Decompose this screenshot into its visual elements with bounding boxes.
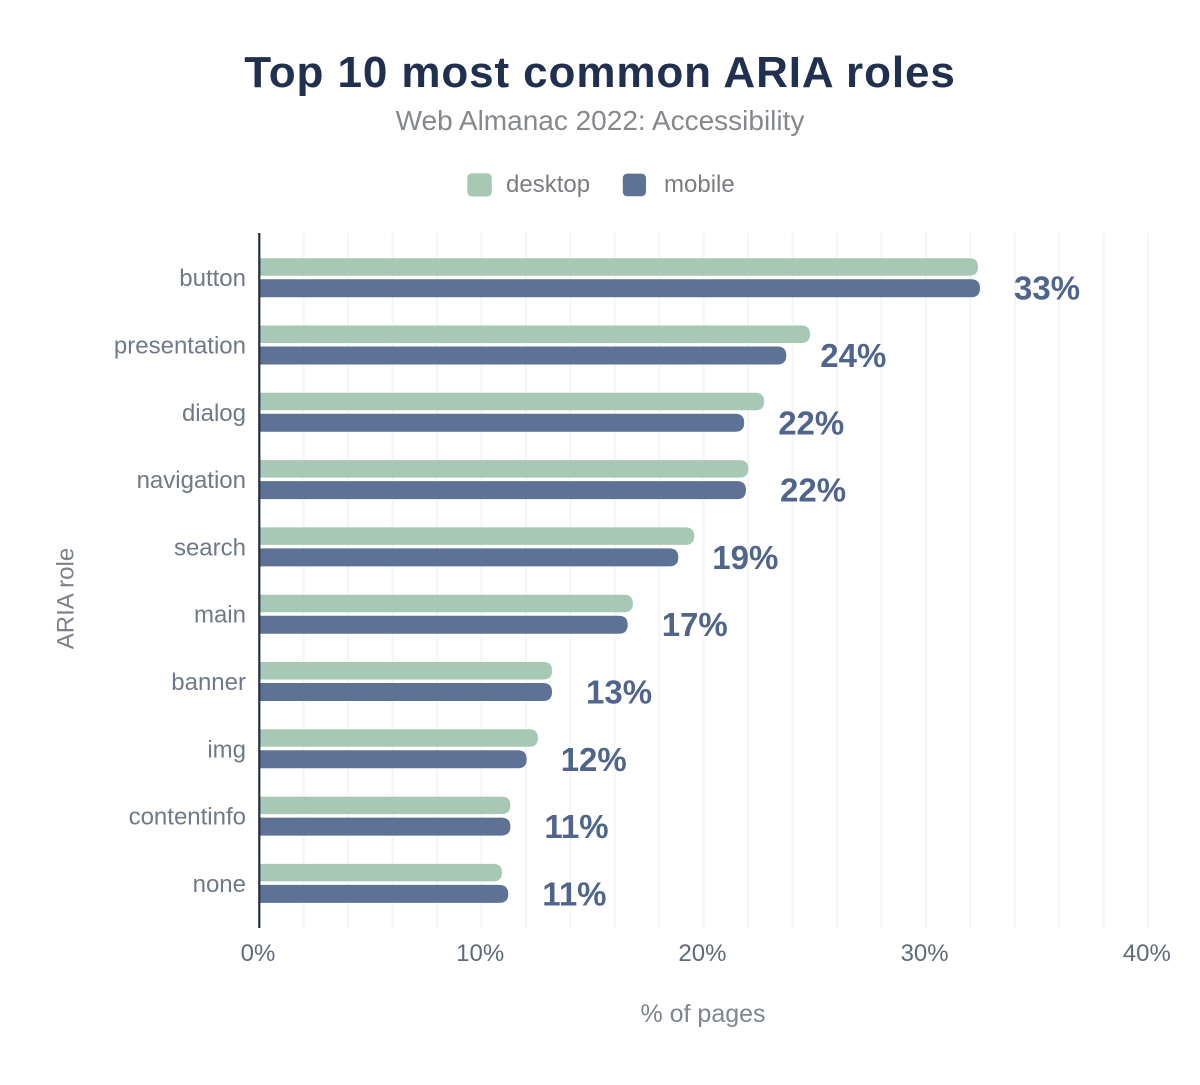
svg-text:20%: 20% bbox=[678, 940, 726, 967]
svg-text:desktop: desktop bbox=[506, 171, 590, 198]
svg-text:mobile: mobile bbox=[664, 171, 735, 198]
svg-text:ARIA role: ARIA role bbox=[53, 548, 80, 649]
svg-text:% of pages: % of pages bbox=[640, 1000, 765, 1028]
svg-text:img: img bbox=[207, 736, 246, 763]
svg-text:navigation: navigation bbox=[137, 467, 246, 494]
svg-text:30%: 30% bbox=[901, 940, 949, 967]
svg-text:13%: 13% bbox=[586, 674, 652, 711]
svg-text:22%: 22% bbox=[778, 404, 844, 441]
svg-text:17%: 17% bbox=[662, 606, 728, 643]
svg-text:main: main bbox=[194, 602, 246, 629]
svg-text:dialog: dialog bbox=[182, 400, 246, 427]
svg-text:search: search bbox=[174, 534, 246, 561]
svg-text:presentation: presentation bbox=[114, 333, 246, 360]
svg-text:11%: 11% bbox=[544, 808, 608, 845]
svg-text:33%: 33% bbox=[1014, 270, 1080, 307]
svg-text:40%: 40% bbox=[1123, 940, 1171, 967]
svg-text:10%: 10% bbox=[456, 940, 504, 967]
svg-text:12%: 12% bbox=[561, 741, 627, 778]
svg-text:22%: 22% bbox=[780, 472, 846, 509]
svg-text:Web Almanac 2022: Accessibilit: Web Almanac 2022: Accessibility bbox=[396, 105, 805, 136]
svg-text:24%: 24% bbox=[820, 337, 886, 374]
svg-text:0%: 0% bbox=[241, 940, 276, 967]
svg-text:banner: banner bbox=[171, 669, 246, 696]
svg-text:Top 10 most common ARIA roles: Top 10 most common ARIA roles bbox=[244, 48, 955, 97]
svg-text:button: button bbox=[179, 265, 246, 292]
svg-text:19%: 19% bbox=[712, 539, 778, 576]
svg-text:none: none bbox=[193, 871, 246, 898]
svg-text:11%: 11% bbox=[542, 875, 606, 912]
svg-text:contentinfo: contentinfo bbox=[129, 804, 246, 831]
